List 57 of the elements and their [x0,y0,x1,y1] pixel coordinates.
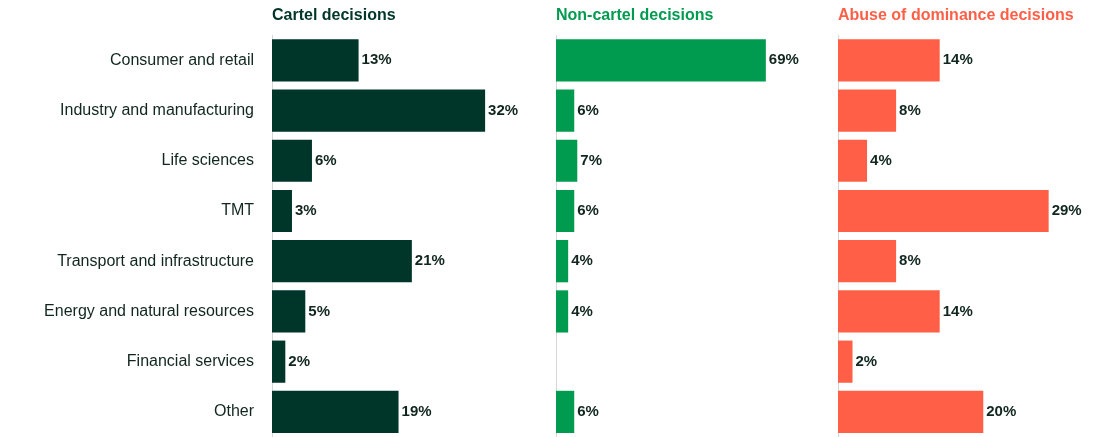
bar [272,39,359,82]
bar [272,240,412,283]
data-label: 69% [768,50,799,68]
bar [556,240,569,283]
y-tick-label: Other [213,402,255,420]
y-tick-label: Life sciences [161,151,254,169]
data-label: 29% [1051,201,1082,219]
bar [272,189,292,233]
bar [838,290,940,333]
bar [556,189,575,233]
bar [556,89,575,132]
bar [838,189,1049,233]
bar [272,290,306,333]
data-label: 2% [288,351,311,369]
data-label: 7% [580,150,602,168]
bar [838,390,984,433]
bar [556,139,578,182]
bar [556,39,766,82]
bar [556,390,575,433]
data-label: 6% [314,150,337,168]
bar [838,240,897,283]
chart-title: Non-cartel decisions [556,6,714,24]
data-label: 4% [571,251,593,269]
data-label: 8% [899,251,921,269]
bar [272,340,286,383]
bar [838,139,868,182]
data-label: 2% [855,351,878,369]
data-label: 32% [488,100,519,118]
data-label: 6% [577,402,599,420]
data-label: 4% [571,301,593,319]
y-tick-label: Consumer and retail [109,50,254,68]
data-label: 13% [361,50,392,68]
bar [838,89,897,132]
bar [272,390,399,433]
y-tick-label: Financial services [126,352,254,370]
y-tick-label: Energy and natural resources [44,301,254,319]
chart-title: Cartel decisions [272,6,396,24]
data-label: 8% [899,100,921,118]
bar [272,139,312,182]
bar [838,39,940,82]
data-label: 5% [308,301,330,319]
y-tick-label: TMT [221,201,255,219]
bar [272,89,486,132]
data-label: 6% [577,100,599,118]
chart-title: Abuse of dominance decisions [838,6,1074,24]
data-label: 6% [577,201,599,219]
data-label: 4% [870,150,892,168]
data-label: 14% [942,301,973,319]
y-tick-label: Industry and manufacturing [60,100,254,118]
y-tick-label: Transport and infrastructure [57,251,255,269]
data-label: 14% [942,50,973,68]
data-label: 21% [414,251,445,269]
bar [556,290,569,333]
data-label: 19% [401,402,432,420]
bar [838,340,853,383]
data-label: 3% [294,201,317,219]
data-label: 20% [986,402,1017,420]
